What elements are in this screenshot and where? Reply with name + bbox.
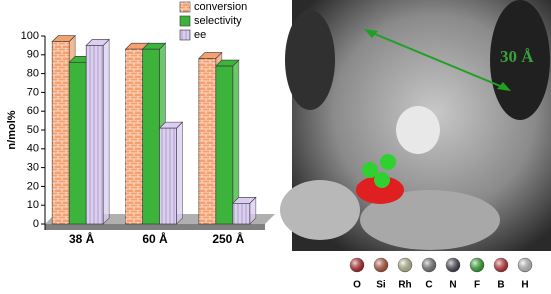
bar-texture xyxy=(52,41,70,224)
y-tick-label: 0 xyxy=(33,218,39,230)
atom-label: C xyxy=(425,280,432,291)
legend-label: selectivity xyxy=(194,15,242,27)
molecule-o xyxy=(356,176,404,204)
distance-arrow xyxy=(369,31,506,89)
atom-label: Si xyxy=(376,280,386,291)
y-tick-label: 80 xyxy=(27,68,39,80)
atom-shade xyxy=(470,258,484,272)
legend-label: conversion xyxy=(194,1,247,13)
x-tick-label: 38 Å xyxy=(69,231,95,246)
y-tick-label: 20 xyxy=(27,180,39,192)
surface-blob xyxy=(280,180,360,240)
y-tick-label: 10 xyxy=(27,199,39,211)
legend-swatch-texture xyxy=(180,30,190,40)
legend-label: ee xyxy=(194,29,206,41)
y-tick-label: 60 xyxy=(27,105,39,117)
atom-label: Rh xyxy=(398,280,411,291)
legend-swatch-texture xyxy=(180,2,190,12)
bar-side xyxy=(102,38,110,225)
y-tick-label: 90 xyxy=(27,49,39,61)
atom-shade xyxy=(350,258,364,272)
molecule-f xyxy=(362,162,378,178)
bar-side xyxy=(176,121,183,225)
bar-texture xyxy=(159,128,177,224)
molecule-f xyxy=(380,154,396,170)
y-tick-label: 100 xyxy=(21,30,39,42)
bar xyxy=(68,62,87,225)
bar xyxy=(142,48,160,225)
bar-texture xyxy=(125,49,143,224)
atom-shade xyxy=(494,258,508,272)
bar-texture xyxy=(198,58,216,225)
surface-blob xyxy=(360,190,500,250)
atom-shade xyxy=(446,258,460,272)
arrow-head xyxy=(364,29,378,38)
atom-label: H xyxy=(521,280,528,291)
molecule-h xyxy=(396,106,440,154)
y-tick-label: 50 xyxy=(27,124,39,136)
bar-texture xyxy=(232,203,250,224)
bar-chart: n/mol% 0 10 20 30 40 50 60 70 80 90 100 38 Å 60 Å 250… xyxy=(6,1,275,246)
y-tick-label: 30 xyxy=(27,162,39,174)
atom-label: B xyxy=(497,280,504,291)
x-tick-label: 60 Å xyxy=(142,231,168,246)
y-tick-label: 40 xyxy=(27,143,39,155)
x-tick-label: 250 Å xyxy=(212,231,244,246)
bar xyxy=(215,65,234,225)
atom-label: O xyxy=(353,280,361,291)
molecule-f xyxy=(374,172,390,188)
distance-label: 30 Å xyxy=(500,47,534,66)
y-tick-label: 70 xyxy=(27,86,39,98)
y-axis-label: n/mol% xyxy=(6,110,18,149)
atom-shade xyxy=(518,258,532,272)
floor-edge xyxy=(45,224,265,230)
atom-shade xyxy=(422,258,436,272)
atom-shade xyxy=(398,258,412,272)
legend-swatch xyxy=(179,15,191,27)
atom-label: F xyxy=(474,280,480,291)
arrow-head xyxy=(497,82,511,91)
bar-texture xyxy=(86,45,104,225)
atom-label: N xyxy=(449,280,456,291)
image-panel: 30 Å O Si Rh C N F B H xyxy=(280,0,551,291)
atom-shade xyxy=(374,258,388,272)
surface-shadow xyxy=(285,10,335,110)
